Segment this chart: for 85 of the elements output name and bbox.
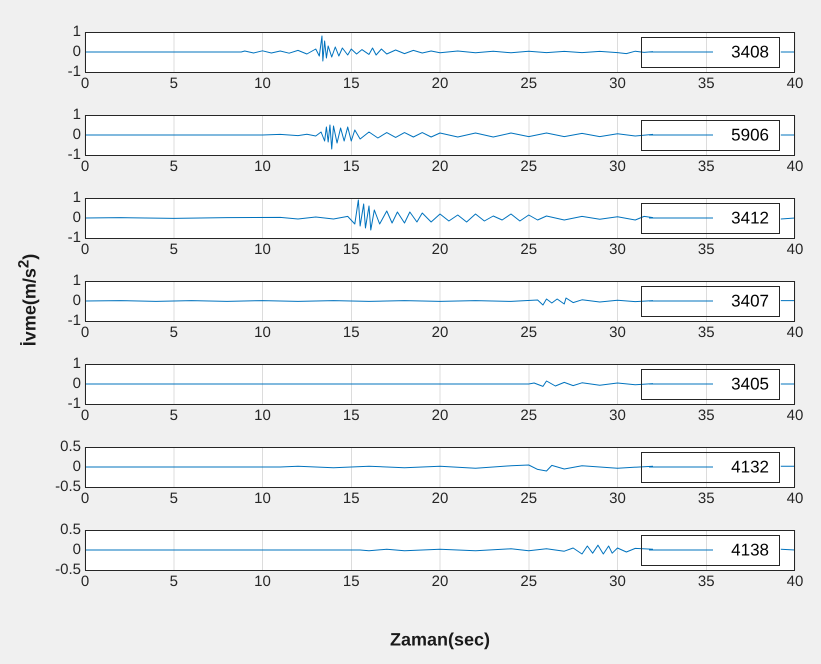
- x-tick-label: 40: [786, 324, 804, 342]
- x-tick-label: 15: [342, 324, 360, 342]
- x-tick-label: 20: [432, 490, 448, 508]
- x-tick-label: 35: [698, 407, 715, 424]
- y-tick-label: 1: [72, 272, 81, 290]
- y-tick-label: -1: [68, 312, 81, 330]
- x-tick-label: 15: [342, 241, 360, 258]
- x-tick-label: 15: [342, 573, 360, 590]
- x-tick-label: 25: [520, 407, 538, 424]
- x-tick-label: 25: [520, 75, 538, 92]
- series-label: 3412: [731, 208, 769, 228]
- x-tick-label: 15: [342, 407, 360, 424]
- x-tick-label: 35: [698, 241, 715, 258]
- y-tick-label: 1: [72, 189, 81, 206]
- series-label: 4138: [731, 540, 769, 560]
- y-tick-label: 0: [72, 541, 81, 558]
- y-tick-label: -1: [68, 229, 81, 246]
- x-tick-label: 40: [786, 407, 804, 424]
- x-tick-label: 25: [520, 490, 538, 508]
- x-tick-label: 5: [170, 158, 178, 176]
- y-tick-label: 0: [72, 292, 81, 310]
- series-label: 3407: [731, 292, 769, 311]
- y-tick-label: 0: [72, 209, 81, 226]
- x-tick-label: 20: [432, 407, 448, 424]
- y-tick-label: -1: [68, 146, 81, 164]
- x-tick-label: 35: [698, 75, 715, 92]
- x-tick-label: 40: [786, 158, 804, 176]
- x-tick-label: 10: [254, 490, 271, 508]
- x-tick-label: 10: [254, 324, 271, 342]
- x-tick-label: 20: [432, 573, 448, 590]
- y-tick-label: 1: [72, 23, 81, 40]
- x-tick-label: 35: [698, 324, 715, 342]
- x-tick-label: 15: [342, 75, 360, 92]
- x-tick-label: 40: [786, 241, 804, 258]
- x-tick-label: 40: [786, 75, 804, 92]
- y-tick-label: 0: [72, 458, 81, 476]
- x-tick-label: 40: [786, 573, 804, 590]
- x-tick-label: 30: [609, 407, 626, 424]
- x-tick-label: 10: [254, 158, 271, 176]
- x-tick-label: 20: [432, 75, 448, 92]
- y-tick-label: -1: [68, 63, 81, 80]
- x-tick-label: 35: [698, 490, 715, 508]
- y-tick-label: 0.5: [60, 438, 81, 456]
- x-tick-label: 25: [520, 241, 538, 258]
- x-axis-title: Zaman(sec): [390, 630, 490, 650]
- y-tick-label: -0.5: [55, 561, 81, 578]
- x-tick-label: 30: [609, 490, 626, 508]
- x-tick-label: 25: [520, 158, 538, 176]
- y-tick-label: 0: [72, 375, 81, 392]
- x-tick-label: 10: [254, 75, 271, 92]
- y-tick-label: 0.5: [60, 521, 81, 538]
- y-tick-label: -1: [68, 395, 81, 412]
- y-tick-label: 1: [72, 355, 81, 372]
- x-tick-label: 20: [432, 158, 448, 176]
- x-tick-label: 5: [170, 324, 178, 342]
- series-label: 5906: [731, 126, 769, 145]
- x-tick-label: 5: [170, 407, 178, 424]
- x-tick-label: 10: [254, 407, 271, 424]
- series-label: 4132: [731, 458, 769, 477]
- x-tick-label: 25: [520, 573, 538, 590]
- x-tick-label: 30: [609, 573, 626, 590]
- x-tick-label: 20: [432, 324, 448, 342]
- series-label: 3408: [731, 42, 769, 62]
- x-tick-label: 10: [254, 573, 271, 590]
- x-tick-label: 30: [609, 241, 626, 258]
- x-tick-label: 35: [698, 573, 715, 590]
- x-tick-label: 25: [520, 324, 538, 342]
- series-label: 3405: [731, 374, 769, 394]
- x-tick-label: 35: [698, 158, 715, 176]
- x-tick-label: 5: [170, 573, 178, 590]
- x-tick-label: 15: [342, 490, 360, 508]
- y-tick-label: -0.5: [55, 478, 81, 496]
- x-tick-label: 30: [609, 75, 626, 92]
- x-tick-label: 5: [170, 75, 178, 92]
- y-tick-label: 0: [72, 43, 81, 60]
- x-tick-label: 15: [342, 158, 360, 176]
- y-tick-label: 1: [72, 106, 81, 124]
- x-tick-label: 40: [786, 490, 804, 508]
- y-tick-label: 0: [72, 126, 81, 144]
- x-tick-label: 30: [609, 324, 626, 342]
- x-tick-label: 5: [170, 241, 178, 258]
- x-tick-label: 5: [170, 490, 178, 508]
- x-tick-label: 10: [254, 241, 271, 258]
- x-tick-label: 30: [609, 158, 626, 176]
- x-tick-label: 20: [432, 241, 448, 258]
